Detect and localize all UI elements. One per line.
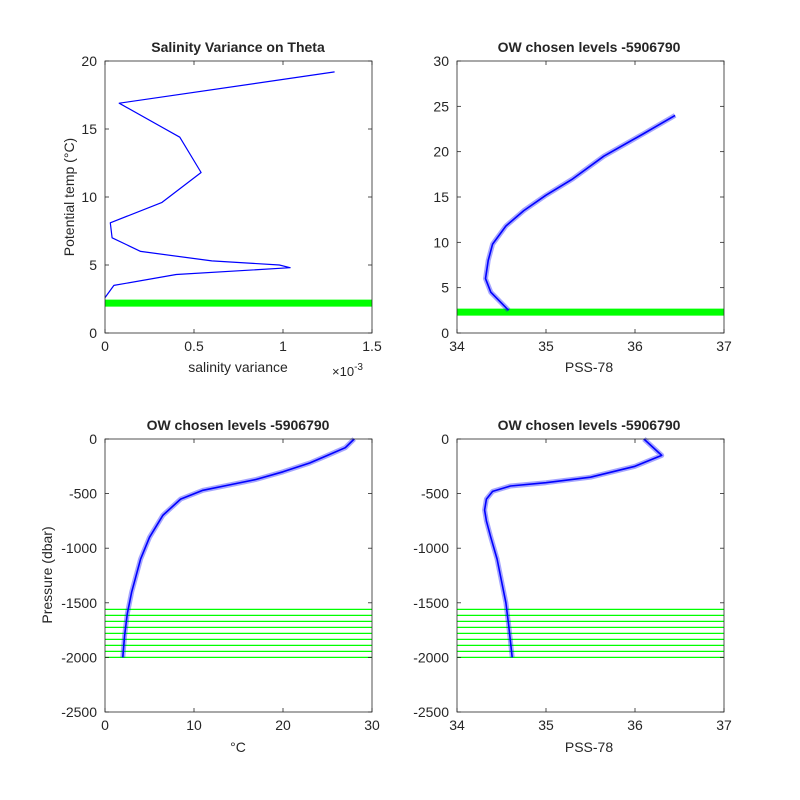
y-tick-label: 30: [433, 53, 449, 69]
x-tick-label: 35: [538, 338, 554, 354]
x-tick-label: 36: [627, 717, 643, 733]
panel-ts-theta: OW chosen levels -5906790 34 35 36 37 0 5 10 15…: [433, 39, 732, 375]
panel-1-x-multiplier: ×10-3: [332, 362, 363, 379]
y-tick-label: 5: [89, 257, 97, 273]
panel-3-ylabel: Pressure (dbar): [39, 526, 55, 623]
y-tick-label: -2000: [413, 649, 449, 665]
panel-2-plot-area: 34 35 36 37 0 5 10 15 20 25 30: [433, 53, 732, 354]
y-tick-label: 25: [433, 98, 449, 114]
panel-salinity-variance: Salinity Variance on Theta 0 0.5 1 1.5 0 5 10 1…: [61, 39, 382, 379]
panel-temperature-pressure: OW chosen levels -5906790 0 10 20 30 -2500 -2…: [39, 417, 380, 755]
profile-envelope-0: [120, 437, 356, 658]
profile-envelope-0: [482, 437, 665, 658]
x-tick-label: 20: [275, 717, 291, 733]
series-line-0: [122, 438, 355, 658]
x-tick-label: 0: [101, 717, 109, 733]
panel-3-plot-area: 0 10 20 30 -2500 -2000 -1500 -1000 -500 0: [61, 431, 380, 733]
series-line-0: [484, 114, 676, 311]
panel-1-plot-area: 0 0.5 1 1.5 0 5 10 15 20: [81, 53, 382, 354]
x-tick-label: 0.5: [184, 338, 204, 354]
axes-box: [104, 60, 373, 334]
y-tick-label: -2500: [61, 704, 97, 720]
y-tick-label: 0: [89, 431, 97, 447]
panel-1-title: Salinity Variance on Theta: [151, 39, 325, 55]
y-tick-label: -500: [69, 486, 97, 502]
x-tick-label: 10: [186, 717, 202, 733]
panel-4-xlabel: PSS-78: [565, 739, 613, 755]
series-line-0: [104, 71, 335, 298]
y-tick-label: 0: [89, 325, 97, 341]
panel-2-title: OW chosen levels -5906790: [498, 39, 681, 55]
y-tick-label: 5: [441, 280, 449, 296]
x-tick-label: 1.5: [362, 338, 382, 354]
x-tick-label: 36: [627, 338, 643, 354]
y-tick-label: -1500: [61, 595, 97, 611]
y-tick-label: -1000: [61, 540, 97, 556]
panel-1-x-multiplier-exponent: -3: [354, 362, 363, 373]
x-tick-label: 35: [538, 717, 554, 733]
y-tick-label: -2500: [413, 704, 449, 720]
series-line-0: [483, 438, 663, 658]
x-tick-label: 0: [101, 338, 109, 354]
y-tick-label: 10: [433, 234, 449, 250]
profile-envelope-0: [483, 113, 677, 313]
x-tick-label: 1: [279, 338, 287, 354]
y-tick-label: -1000: [413, 540, 449, 556]
y-tick-label: -1500: [413, 595, 449, 611]
x-tick-label: 37: [716, 338, 732, 354]
y-tick-label: -2000: [61, 649, 97, 665]
panel-1-ylabel: Potential temp (°C): [61, 138, 77, 256]
panel-1-xlabel: salinity variance: [188, 359, 288, 375]
y-tick-label: 0: [441, 325, 449, 341]
x-tick-label: 34: [449, 338, 465, 354]
y-tick-label: -500: [421, 486, 449, 502]
panel-3-title: OW chosen levels -5906790: [147, 417, 330, 433]
x-tick-label: 34: [449, 717, 465, 733]
axes-box: [456, 438, 725, 713]
panel-4-plot-area: 34 35 36 37 -2500 -2000 -1500 -1000 -500 0: [413, 431, 732, 733]
axes-box: [104, 438, 373, 713]
x-tick-label: 37: [716, 717, 732, 733]
x-tick-label: 30: [364, 717, 380, 733]
y-tick-label: 15: [81, 121, 97, 137]
panel-3-xlabel: °C: [230, 739, 246, 755]
y-tick-label: 20: [433, 144, 449, 160]
panel-salinity-pressure: OW chosen levels -5906790 34 35 36 37 -2500 -…: [413, 417, 732, 755]
y-tick-label: 15: [433, 189, 449, 205]
panel-1-x-multiplier-base: ×10: [332, 364, 354, 379]
y-tick-label: 0: [441, 431, 449, 447]
axes-box: [456, 60, 725, 334]
panel-2-xlabel: PSS-78: [565, 359, 613, 375]
y-tick-label: 20: [81, 53, 97, 69]
y-tick-label: 10: [81, 189, 97, 205]
panel-4-title: OW chosen levels -5906790: [498, 417, 681, 433]
